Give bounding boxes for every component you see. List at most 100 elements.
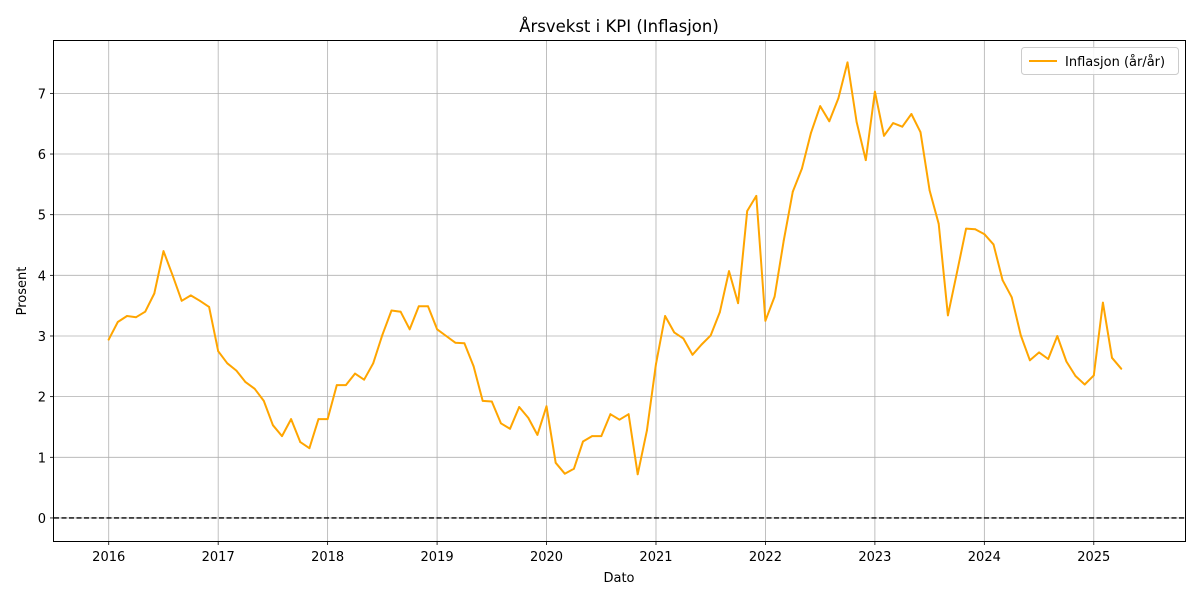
data-point	[1065, 360, 1068, 363]
data-point	[883, 134, 885, 137]
data-point	[892, 122, 894, 124]
chart-title: Årsvekst i KPI (Inflasjon)	[519, 17, 719, 36]
data-point	[1102, 301, 1104, 304]
data-point	[427, 305, 429, 308]
data-point	[591, 435, 593, 437]
data-point	[126, 315, 128, 317]
data-point	[381, 333, 384, 336]
x-tick-label: 2017	[202, 550, 235, 565]
data-point	[755, 195, 758, 197]
data-point	[144, 310, 147, 313]
data-point	[417, 305, 420, 308]
x-tick-label: 2025	[1077, 550, 1110, 565]
data-point	[1092, 374, 1095, 377]
data-point	[1120, 367, 1123, 370]
data-point	[527, 417, 530, 419]
data-point	[992, 243, 995, 246]
data-point	[664, 315, 666, 317]
data-point	[299, 441, 302, 443]
data-point	[253, 387, 256, 390]
data-point	[372, 362, 375, 365]
data-point	[965, 227, 967, 230]
data-point	[518, 406, 521, 408]
data-point	[162, 250, 165, 253]
x-tick-label: 2020	[530, 550, 563, 565]
legend-box	[1021, 47, 1179, 75]
x-tick-label: 2019	[421, 550, 454, 565]
data-point	[490, 400, 493, 403]
data-point	[728, 270, 730, 272]
data-point	[308, 447, 311, 450]
data-point	[135, 316, 138, 319]
series-line-inflation	[107, 61, 1123, 476]
data-point	[846, 61, 849, 64]
data-point	[408, 328, 411, 331]
data-point	[810, 131, 812, 134]
data-point	[609, 413, 612, 416]
data-point	[180, 299, 183, 302]
y-tick-label: 1	[38, 451, 46, 466]
data-point	[463, 342, 466, 345]
data-point	[509, 427, 511, 430]
data-point	[937, 222, 940, 225]
data-point	[919, 131, 922, 134]
data-point	[536, 434, 539, 436]
data-point	[335, 384, 338, 386]
data-point	[1001, 279, 1004, 282]
data-point	[390, 309, 393, 312]
data-point	[281, 435, 283, 437]
data-point	[655, 363, 657, 365]
data-point	[928, 189, 931, 192]
data-point	[290, 418, 292, 420]
data-point	[345, 384, 347, 386]
data-point	[500, 422, 502, 425]
data-point	[563, 472, 566, 475]
data-point	[600, 435, 603, 437]
data-point	[819, 105, 822, 107]
plot-frame	[53, 40, 1186, 542]
data-point	[837, 97, 840, 100]
y-tick-label: 7	[38, 87, 46, 102]
data-point	[718, 311, 721, 314]
x-tick-label: 2024	[968, 550, 1001, 565]
data-point	[1019, 334, 1022, 337]
legend-label-inflation: Inflasjon (år/år)	[1065, 55, 1165, 70]
data-point	[1029, 359, 1031, 362]
y-tick-label: 4	[38, 269, 46, 284]
x-axis-label: Dato	[603, 571, 634, 586]
data-point	[554, 461, 557, 464]
y-tick-label: 5	[38, 209, 46, 224]
data-point	[153, 292, 156, 295]
data-point	[107, 338, 110, 341]
data-point	[709, 334, 712, 337]
data-point	[627, 413, 630, 416]
data-point	[636, 473, 639, 476]
data-point	[746, 210, 749, 212]
data-point	[1038, 351, 1040, 354]
data-point	[947, 314, 949, 317]
data-point	[773, 295, 776, 298]
data-point	[700, 343, 703, 346]
data-point	[1047, 358, 1050, 360]
data-point	[801, 167, 803, 170]
data-point	[791, 190, 794, 193]
y-axis-ticks: 0 1 2 3 4 5 6 7	[38, 87, 54, 527]
data-point	[171, 274, 174, 277]
data-point	[646, 429, 648, 432]
data-point	[682, 337, 685, 340]
data-point	[1083, 383, 1086, 386]
x-tick-label: 2018	[311, 550, 344, 565]
data-point	[855, 121, 858, 123]
data-point	[189, 294, 192, 297]
data-point	[901, 125, 904, 128]
x-tick-label: 2021	[639, 550, 672, 565]
y-tick-label: 3	[38, 330, 46, 345]
data-point	[828, 120, 831, 123]
data-point	[363, 378, 365, 381]
series-points	[107, 61, 1123, 476]
data-point	[399, 310, 402, 313]
x-tick-label: 2023	[858, 550, 891, 565]
data-point	[1111, 356, 1113, 359]
